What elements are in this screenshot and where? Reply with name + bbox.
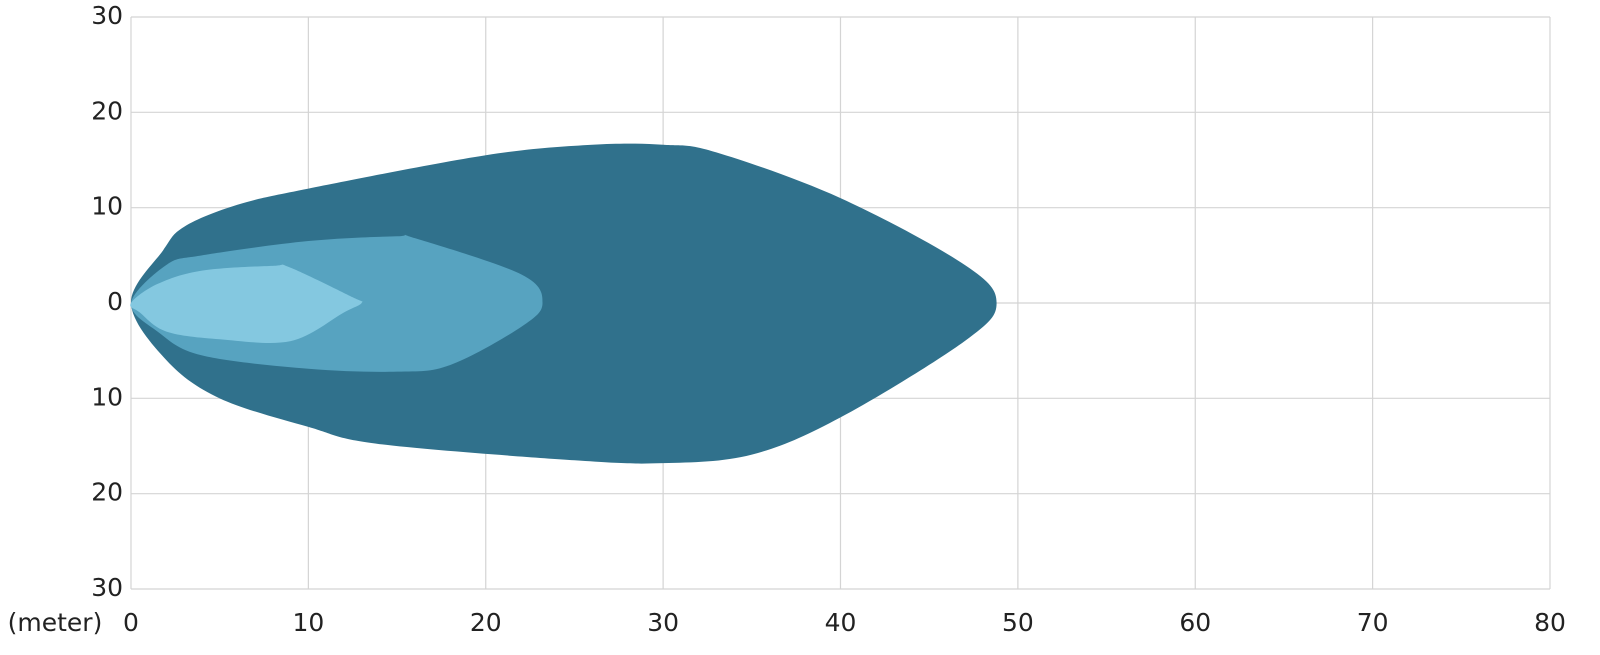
x-tick-label: 10 <box>292 608 324 637</box>
x-tick-label: 0 <box>123 608 139 637</box>
y-tick-label: 20 <box>91 96 123 125</box>
x-axis-label: (meter) <box>8 608 103 637</box>
beam-area <box>130 264 363 343</box>
y-tick-label: 10 <box>91 192 123 221</box>
y-tick-label: 10 <box>91 382 123 411</box>
x-tick-label: 80 <box>1534 608 1566 637</box>
beam-area <box>130 143 997 464</box>
x-tick-label: 50 <box>1002 608 1034 637</box>
x-tick-label: 70 <box>1357 608 1389 637</box>
y-tick-label: 0 <box>107 287 123 316</box>
x-tick-label: 20 <box>470 608 502 637</box>
y-tick-label: 30 <box>91 573 123 602</box>
x-tick-label: 30 <box>647 608 679 637</box>
x-tick-label: 60 <box>1179 608 1211 637</box>
y-tick-label: 30 <box>91 1 123 30</box>
y-tick-label: 20 <box>91 478 123 507</box>
x-tick-label: 40 <box>825 608 857 637</box>
